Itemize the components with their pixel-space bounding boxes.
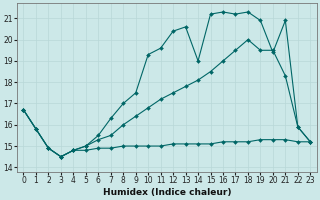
X-axis label: Humidex (Indice chaleur): Humidex (Indice chaleur) [103, 188, 231, 197]
